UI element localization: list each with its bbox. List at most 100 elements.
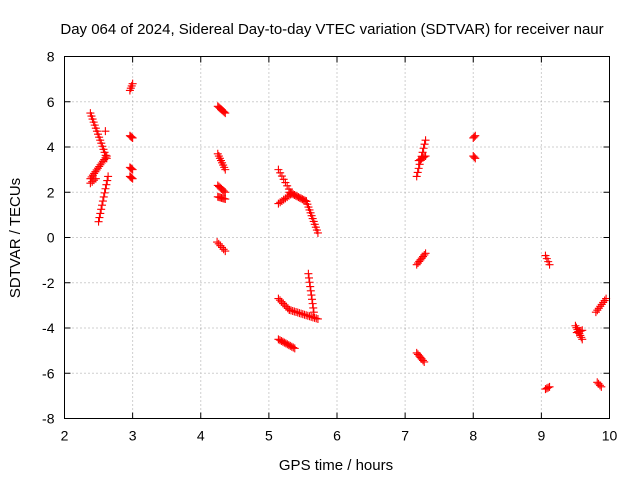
- data-point: [545, 382, 554, 391]
- data-point: [306, 282, 315, 291]
- data-point: [414, 164, 423, 173]
- data-point: [95, 213, 104, 222]
- y-tick-label: -8: [42, 411, 55, 427]
- y-tick-label: 2: [47, 184, 55, 200]
- plot-frame: [64, 56, 610, 419]
- data-point: [221, 109, 230, 118]
- data-point: [600, 296, 609, 305]
- data-point: [128, 165, 137, 174]
- data-point: [595, 381, 604, 390]
- grid-lines: [64, 56, 610, 419]
- x-tick-label: 2: [61, 428, 69, 444]
- y-tick-label: -4: [42, 320, 55, 336]
- data-point: [221, 247, 230, 256]
- data-point: [219, 245, 228, 254]
- data-point: [471, 154, 480, 163]
- x-tick-label: 6: [333, 428, 341, 444]
- x-tick-label: 5: [265, 428, 273, 444]
- data-point: [91, 174, 100, 183]
- data-point: [421, 136, 430, 145]
- data-point: [412, 172, 421, 181]
- data-point: [102, 152, 111, 161]
- data-point: [126, 173, 135, 182]
- y-tick-label: 6: [47, 94, 55, 110]
- chart-title: Day 064 of 2024, Sidereal Day-to-day VTE…: [60, 21, 603, 38]
- data-point: [277, 172, 286, 181]
- data-point: [421, 249, 430, 258]
- data-point: [213, 238, 222, 247]
- x-tick-label: 3: [129, 428, 137, 444]
- data-point: [98, 197, 107, 206]
- data-point: [99, 192, 108, 201]
- data-point: [304, 269, 313, 278]
- data-point: [221, 188, 230, 197]
- data-point: [313, 228, 322, 237]
- data-point: [128, 133, 137, 142]
- data-point: [218, 243, 227, 252]
- data-point: [281, 178, 290, 187]
- data-point: [126, 164, 135, 173]
- data-point: [274, 165, 283, 174]
- data-point: [420, 250, 429, 259]
- data-point: [544, 383, 553, 392]
- y-tick-label: -2: [42, 275, 55, 291]
- data-point: [289, 343, 298, 352]
- y-tick-label: -6: [42, 365, 55, 381]
- data-point: [421, 152, 430, 161]
- data-point: [126, 132, 135, 141]
- data-point: [101, 184, 110, 193]
- data-point: [306, 286, 315, 295]
- y-tick-label: 8: [47, 49, 55, 65]
- data-point: [470, 132, 479, 141]
- data-point: [578, 326, 587, 335]
- data-point: [128, 174, 137, 183]
- data-point: [470, 153, 479, 162]
- data-point: [100, 188, 109, 197]
- data-point: [276, 168, 285, 177]
- data-point: [545, 260, 554, 269]
- data-point: [309, 308, 318, 317]
- data-point: [127, 164, 136, 173]
- data-point: [127, 133, 136, 142]
- data-point: [98, 201, 107, 210]
- data-point: [279, 175, 288, 184]
- data-point: [97, 205, 106, 214]
- data-point: [220, 108, 229, 117]
- data-point: [597, 382, 606, 391]
- axis-ticks: 2 3 4 5 6 7 8 9 10 -8 -6 -4 -2 0 2 4 6 8: [42, 49, 617, 444]
- x-tick-label: 8: [469, 428, 477, 444]
- data-point: [420, 152, 429, 161]
- data-point: [602, 294, 611, 303]
- data-point: [304, 273, 313, 282]
- data-points: [86, 79, 611, 394]
- data-point: [214, 239, 223, 248]
- data-point: [308, 295, 317, 304]
- data-point: [420, 140, 429, 149]
- x-tick-label: 9: [537, 428, 545, 444]
- data-point: [220, 187, 229, 196]
- data-point: [96, 209, 105, 218]
- data-point: [128, 79, 137, 88]
- y-tick-label: 0: [47, 230, 55, 246]
- data-point: [290, 344, 299, 353]
- data-point: [216, 241, 225, 250]
- data-point: [101, 127, 110, 136]
- y-axis-title: SDTVAR / TECUs: [7, 178, 24, 298]
- data-point: [102, 180, 111, 189]
- data-point: [221, 195, 230, 204]
- data-point: [94, 217, 103, 226]
- data-point: [571, 321, 580, 330]
- data-point: [283, 181, 292, 190]
- data-point: [90, 176, 99, 185]
- data-point: [309, 303, 318, 312]
- data-point: [221, 165, 230, 174]
- data-point: [101, 153, 110, 162]
- data-point: [103, 176, 112, 185]
- data-point: [418, 356, 427, 365]
- data-point: [308, 299, 317, 308]
- data-point: [578, 335, 587, 344]
- data-point: [471, 131, 480, 140]
- y-tick-label: 4: [47, 139, 55, 155]
- data-point: [307, 291, 316, 300]
